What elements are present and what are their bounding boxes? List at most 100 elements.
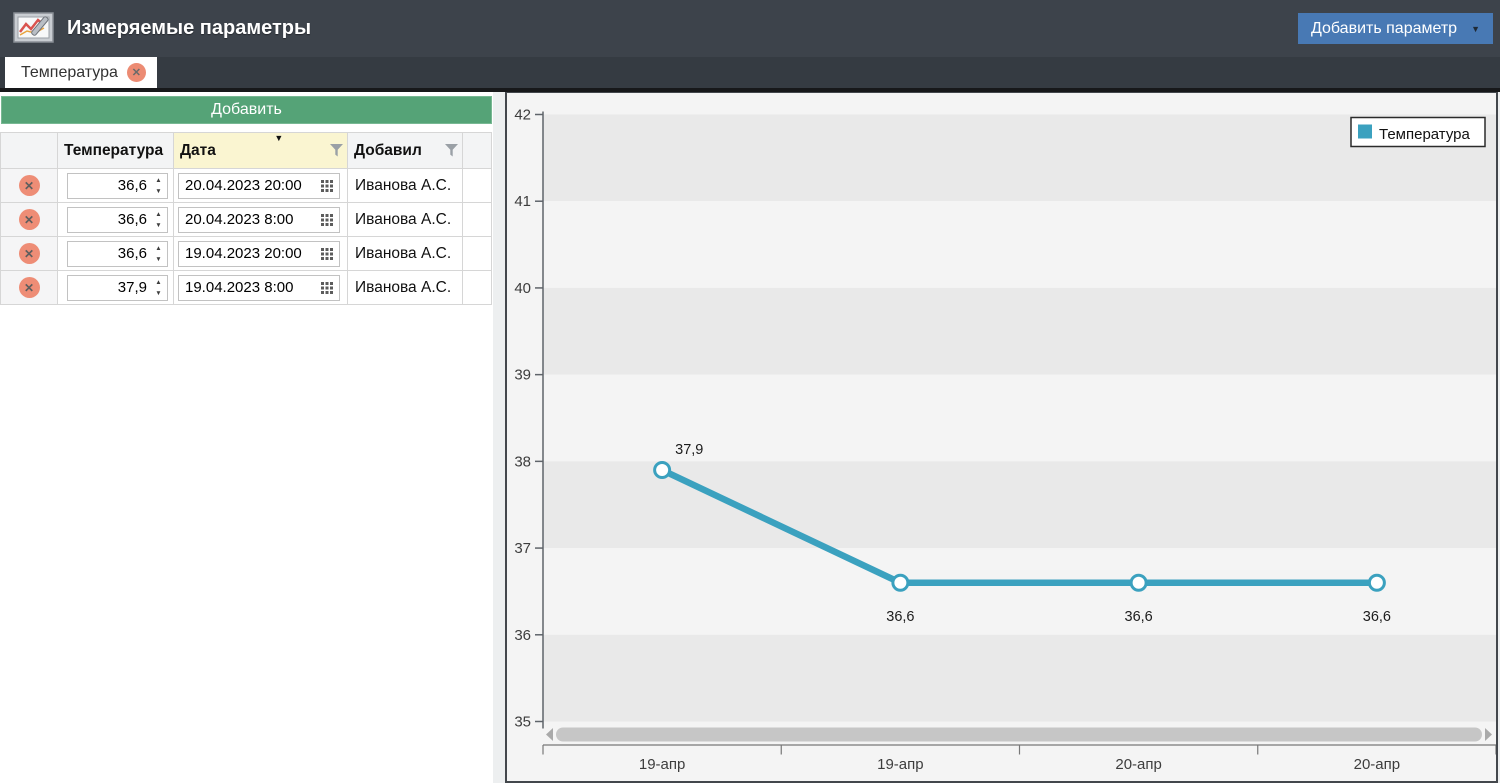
temperature-cell: ▲ ▼ xyxy=(57,236,174,271)
delete-cell: ✕ xyxy=(0,168,58,203)
author-cell: Иванова А.С. xyxy=(347,168,463,203)
temperature-field: ▲ ▼ xyxy=(67,172,168,199)
quantity-stepper: ▲ ▼ xyxy=(150,208,167,232)
spacer-cell xyxy=(462,236,492,271)
author-cell: Иванова А.С. xyxy=(347,202,463,237)
tab-strip: Температура ✕ xyxy=(0,57,1500,88)
legend-label: Температура xyxy=(1379,126,1471,143)
measurements-panel: Добавить Температура ▼ Дата xyxy=(0,92,493,783)
temperature-input[interactable] xyxy=(68,275,150,300)
sort-desc-icon: ▼ xyxy=(274,133,284,143)
y-axis-label: 35 xyxy=(514,714,531,731)
y-axis-label: 41 xyxy=(514,193,531,210)
data-point[interactable] xyxy=(891,573,910,592)
date-input[interactable] xyxy=(185,245,321,262)
delete-row-icon[interactable]: ✕ xyxy=(18,243,40,264)
header-author-label: Добавил xyxy=(354,141,422,159)
header-spacer-column xyxy=(462,132,492,169)
delete-row-icon[interactable]: ✕ xyxy=(18,209,40,230)
delete-cell: ✕ xyxy=(0,236,58,271)
plot-band xyxy=(543,548,1496,635)
x-axis-label: 20-апр xyxy=(1115,756,1162,773)
step-up-icon[interactable]: ▲ xyxy=(155,278,162,286)
data-label: 37,9 xyxy=(675,442,703,458)
temperature-field: ▲ ▼ xyxy=(67,274,168,301)
close-icon[interactable]: ✕ xyxy=(126,63,146,82)
x-axis-label: 19-апр xyxy=(639,756,686,773)
filter-icon[interactable] xyxy=(445,144,458,157)
quantity-stepper: ▲ ▼ xyxy=(150,174,167,198)
y-axis-label: 40 xyxy=(514,280,531,297)
series-line xyxy=(658,466,1381,587)
date-input[interactable] xyxy=(185,211,321,228)
date-input[interactable] xyxy=(185,177,321,194)
quantity-stepper: ▲ ▼ xyxy=(150,276,167,300)
add-measurement-button[interactable]: Добавить xyxy=(1,96,492,124)
chart-icon xyxy=(13,12,54,43)
x-axis-label: 19-апр xyxy=(877,756,924,773)
delete-cell: ✕ xyxy=(0,202,58,237)
delete-row-icon[interactable]: ✕ xyxy=(18,175,40,196)
table-body: ✕ ▲ ▼ Ив xyxy=(0,168,492,305)
measurements-table: Температура ▼ Дата Добавил xyxy=(0,132,492,305)
delete-row-icon[interactable]: ✕ xyxy=(18,277,40,298)
tab-temperature[interactable]: Температура ✕ xyxy=(5,57,157,88)
step-up-icon[interactable]: ▲ xyxy=(155,210,162,218)
step-down-icon[interactable]: ▼ xyxy=(155,187,162,195)
table-row: ✕ ▲ ▼ Ив xyxy=(0,168,492,203)
delete-cell: ✕ xyxy=(0,270,58,305)
plot-band xyxy=(543,287,1496,375)
scrollbar-thumb[interactable] xyxy=(556,727,1482,742)
scrollbar-left-arrow-icon[interactable] xyxy=(546,728,553,741)
chart-panel: 35 36 37 38 39 40 41 42 19-апр 19-апр 20-апр 20-апр… xyxy=(505,92,1498,783)
x-axis-label: 20-апр xyxy=(1354,756,1401,773)
y-axis-label: 38 xyxy=(514,453,531,470)
date-cell xyxy=(173,168,348,203)
data-point[interactable] xyxy=(653,461,672,480)
table-row: ✕ ▲ ▼ Ив xyxy=(0,236,492,271)
header-delete-column xyxy=(0,132,58,169)
step-down-icon[interactable]: ▼ xyxy=(155,289,162,297)
header-temperature-column[interactable]: Температура xyxy=(57,132,174,169)
table-row: ✕ ▲ ▼ Ив xyxy=(0,270,492,305)
data-point[interactable] xyxy=(1129,573,1148,592)
author-cell: Иванова А.С. xyxy=(347,236,463,271)
temperature-input[interactable] xyxy=(68,207,150,232)
date-input[interactable] xyxy=(185,279,321,296)
temperature-input[interactable] xyxy=(68,173,150,198)
date-cell xyxy=(173,202,348,237)
step-down-icon[interactable]: ▼ xyxy=(155,221,162,229)
plot-band xyxy=(543,634,1496,722)
filter-icon[interactable] xyxy=(330,144,343,157)
calendar-grid-icon[interactable] xyxy=(321,213,333,226)
calendar-grid-icon[interactable] xyxy=(321,247,333,260)
temperature-cell: ▲ ▼ xyxy=(57,202,174,237)
step-down-icon[interactable]: ▼ xyxy=(155,255,162,263)
spacer-cell xyxy=(462,202,492,237)
date-field xyxy=(178,240,340,267)
plot-band xyxy=(543,114,1496,202)
y-axis-label: 42 xyxy=(514,107,531,124)
temperature-input[interactable] xyxy=(68,241,150,266)
header-date-column[interactable]: ▼ Дата xyxy=(173,132,348,169)
data-point[interactable] xyxy=(1367,573,1386,592)
step-up-icon[interactable]: ▲ xyxy=(155,176,162,184)
main-content: Добавить Температура ▼ Дата xyxy=(0,92,1500,783)
calendar-grid-icon[interactable] xyxy=(321,281,333,294)
calendar-grid-icon[interactable] xyxy=(321,179,333,192)
divider xyxy=(0,88,1500,92)
step-up-icon[interactable]: ▲ xyxy=(155,244,162,252)
add-parameter-button[interactable]: Добавить параметр ▼ xyxy=(1297,13,1493,44)
scrollbar-right-arrow-icon[interactable] xyxy=(1485,728,1492,741)
y-axis-label: 39 xyxy=(514,367,531,384)
y-axis-label: 36 xyxy=(514,627,531,644)
temperature-field: ▲ ▼ xyxy=(67,240,168,267)
date-field xyxy=(178,172,340,199)
app-header: Измеряемые параметры Добавить параметр ▼ xyxy=(0,0,1500,57)
plot-band xyxy=(543,461,1496,549)
data-label: 36,6 xyxy=(1363,609,1391,625)
header-author-column[interactable]: Добавил xyxy=(347,132,463,169)
temperature-cell: ▲ ▼ xyxy=(57,270,174,305)
plot-band xyxy=(543,201,1496,288)
spacer-cell xyxy=(462,168,492,203)
